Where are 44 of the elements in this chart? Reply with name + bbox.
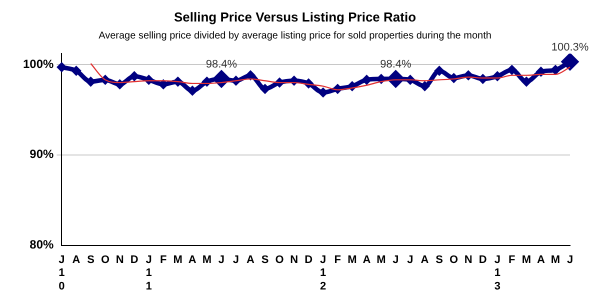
x-tick-label: O	[450, 254, 459, 266]
x-tick-label: N	[116, 254, 124, 266]
x-tick-label: S	[436, 254, 443, 266]
x-tick-label: A	[188, 254, 196, 266]
x-tick-label: O	[275, 254, 284, 266]
x-tick-label: D	[304, 254, 313, 266]
x-tick-label: F	[334, 254, 342, 266]
x-tick-label: O	[100, 254, 110, 266]
x-tick-label: J	[392, 254, 399, 266]
x-tick-label: M	[202, 254, 212, 266]
x-tick-label: A	[420, 254, 429, 266]
x-tick-label: M	[376, 254, 386, 266]
x-tick-label: A	[362, 254, 371, 266]
x-tick-label: J 1 2	[320, 254, 326, 292]
x-tick-label: J	[407, 254, 414, 266]
x-tick-label: J 1 0	[58, 254, 65, 292]
x-tick-label: M	[550, 254, 560, 266]
x-tick-label: S	[87, 254, 94, 266]
x-tick-label: A	[536, 254, 545, 266]
x-tick-label: J 1 3	[494, 254, 500, 292]
data-label: 98.4%	[206, 58, 238, 70]
chart-subtitle: Average selling price divided by average listing price for sold properties during the month	[98, 30, 492, 42]
data-label: 100.3%	[551, 41, 589, 54]
x-tick-label: J	[218, 254, 225, 266]
x-tick-label: N	[290, 254, 298, 266]
x-tick-label: F	[160, 254, 167, 266]
x-tick-label: F	[508, 254, 516, 266]
x-tick-label: M	[348, 254, 357, 266]
x-tick-label: A	[246, 254, 255, 266]
x-tick-label: J	[566, 254, 574, 266]
x-tick-label: N	[464, 254, 472, 266]
x-tick-label: D	[478, 254, 487, 266]
y-tick-label: 80%	[30, 238, 54, 252]
x-tick-label: M	[522, 254, 532, 266]
y-tick-label: 100%	[22, 56, 54, 71]
y-tick-label: 90%	[30, 147, 54, 162]
x-tick-label: S	[261, 254, 269, 266]
x-tick-label: M	[173, 254, 182, 266]
x-tick-label: J	[232, 254, 240, 266]
data-label: 98.4%	[380, 58, 412, 70]
x-tick-label: A	[72, 254, 80, 266]
chart-title: Selling Price Versus Listing Price Ratio	[174, 9, 416, 24]
x-tick-label: J 1 1	[146, 254, 152, 292]
x-tick-label: D	[130, 254, 138, 266]
